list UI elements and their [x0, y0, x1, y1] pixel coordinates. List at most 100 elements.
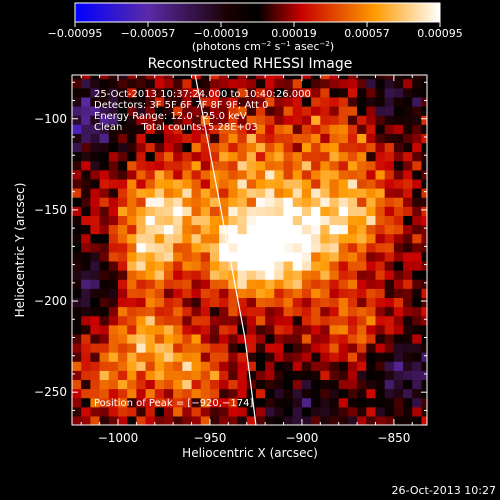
heatmap-cell	[173, 206, 183, 216]
heatmap-cell	[421, 406, 427, 417]
heatmap-cell	[191, 133, 202, 144]
heatmap-cell	[81, 342, 91, 353]
heatmap-cell	[338, 270, 349, 280]
heatmap-cell	[81, 270, 91, 280]
heatmap-cell	[90, 352, 101, 362]
heatmap-cell	[375, 370, 386, 381]
heatmap-cell	[228, 96, 239, 107]
heatmap-cell	[246, 224, 257, 235]
heatmap-cell	[274, 406, 285, 417]
heatmap-cell	[191, 178, 202, 189]
heatmap-cell	[154, 87, 165, 98]
heatmap-cell	[347, 333, 358, 344]
heatmap-cell	[127, 78, 137, 89]
heatmap-cell	[209, 388, 220, 399]
heatmap-cell	[237, 115, 248, 125]
heatmap-cell	[255, 133, 266, 144]
heatmap-cell	[237, 297, 248, 308]
heatmap-cell	[219, 105, 229, 116]
heatmap-cell	[366, 115, 377, 125]
heatmap-cell	[209, 75, 220, 80]
heatmap-cell	[255, 233, 266, 244]
heatmap-cell	[292, 197, 303, 207]
heatmap-cell	[274, 87, 285, 98]
heatmap-cell	[191, 251, 202, 262]
heatmap-cell	[393, 388, 404, 399]
heatmap-cell	[421, 361, 427, 371]
heatmap-cell	[136, 87, 147, 98]
heatmap-cell	[338, 151, 349, 162]
heatmap-cell	[274, 206, 285, 216]
heatmap-cell	[329, 124, 340, 134]
heatmap-cell	[209, 242, 220, 253]
heatmap-cell	[283, 270, 294, 280]
heatmap-cell	[163, 87, 174, 98]
heatmap-cell	[283, 388, 294, 399]
heatmap-cell	[246, 78, 257, 89]
heatmap-cell	[209, 142, 220, 153]
heatmap-cell	[237, 87, 248, 98]
heatmap-cell	[347, 206, 358, 216]
heatmap-cell	[90, 379, 101, 390]
heatmap-cell	[81, 160, 91, 171]
heatmap-cell	[99, 406, 110, 417]
heatmap-cell	[127, 279, 137, 289]
heatmap-cell	[237, 224, 248, 235]
heatmap-cell	[265, 415, 275, 425]
heatmap-cell	[403, 188, 413, 198]
heatmap-cell	[403, 215, 413, 226]
heatmap-cell	[274, 178, 285, 189]
heatmap-cell	[246, 397, 257, 408]
heatmap-cell	[384, 233, 395, 244]
heatmap-cell	[311, 388, 321, 399]
heatmap-cell	[209, 87, 220, 98]
heatmap-cell	[329, 142, 340, 153]
heatmap-cell	[182, 270, 193, 280]
heatmap-cell	[72, 333, 82, 344]
heatmap-cell	[403, 270, 413, 280]
heatmap-cell	[375, 169, 386, 180]
heatmap-cell	[301, 397, 312, 408]
heatmap-cell	[384, 370, 395, 381]
heatmap-cell	[347, 224, 358, 235]
heatmap-cell	[117, 78, 128, 89]
heatmap-cell	[384, 279, 395, 289]
heatmap-cell	[200, 105, 211, 116]
heatmap-cell	[320, 115, 331, 125]
heatmap-cell	[191, 206, 202, 216]
heatmap-cell	[338, 388, 349, 399]
heatmap-cell	[72, 297, 82, 308]
heatmap-cell	[265, 333, 275, 344]
heatmap-cell	[219, 361, 229, 371]
heatmap-cell	[191, 87, 202, 98]
heatmap-cell	[292, 169, 303, 180]
heatmap-cell	[265, 197, 275, 207]
heatmap-cell	[338, 133, 349, 144]
heatmap-cell	[81, 87, 91, 98]
heatmap-cell	[209, 215, 220, 226]
y-axis-label: Heliocentric Y (arcsec)	[13, 183, 27, 318]
heatmap-cell	[72, 279, 82, 289]
heatmap-cell	[228, 315, 239, 326]
heatmap-cell	[393, 306, 404, 317]
heatmap-cell	[283, 133, 294, 144]
heatmap-cell	[209, 78, 220, 89]
heatmap-cell	[357, 270, 367, 280]
heatmap-cell	[246, 352, 257, 362]
heatmap-cell	[108, 224, 119, 235]
heatmap-cell	[127, 115, 137, 125]
heatmap-cell	[163, 270, 174, 280]
heatmap-cell	[99, 379, 110, 390]
heatmap-cell	[99, 151, 110, 162]
heatmap-cell	[163, 342, 174, 353]
heatmap-cell	[384, 197, 395, 207]
heatmap-cell	[154, 160, 165, 171]
heatmap-cell	[136, 288, 147, 298]
heatmap-cell	[219, 115, 229, 125]
heatmap-cell	[421, 270, 427, 280]
heatmap-cell	[403, 352, 413, 362]
heatmap-cell	[90, 197, 101, 207]
heatmap-cell	[90, 288, 101, 298]
heatmap-cell	[283, 169, 294, 180]
heatmap-cell	[320, 315, 331, 326]
